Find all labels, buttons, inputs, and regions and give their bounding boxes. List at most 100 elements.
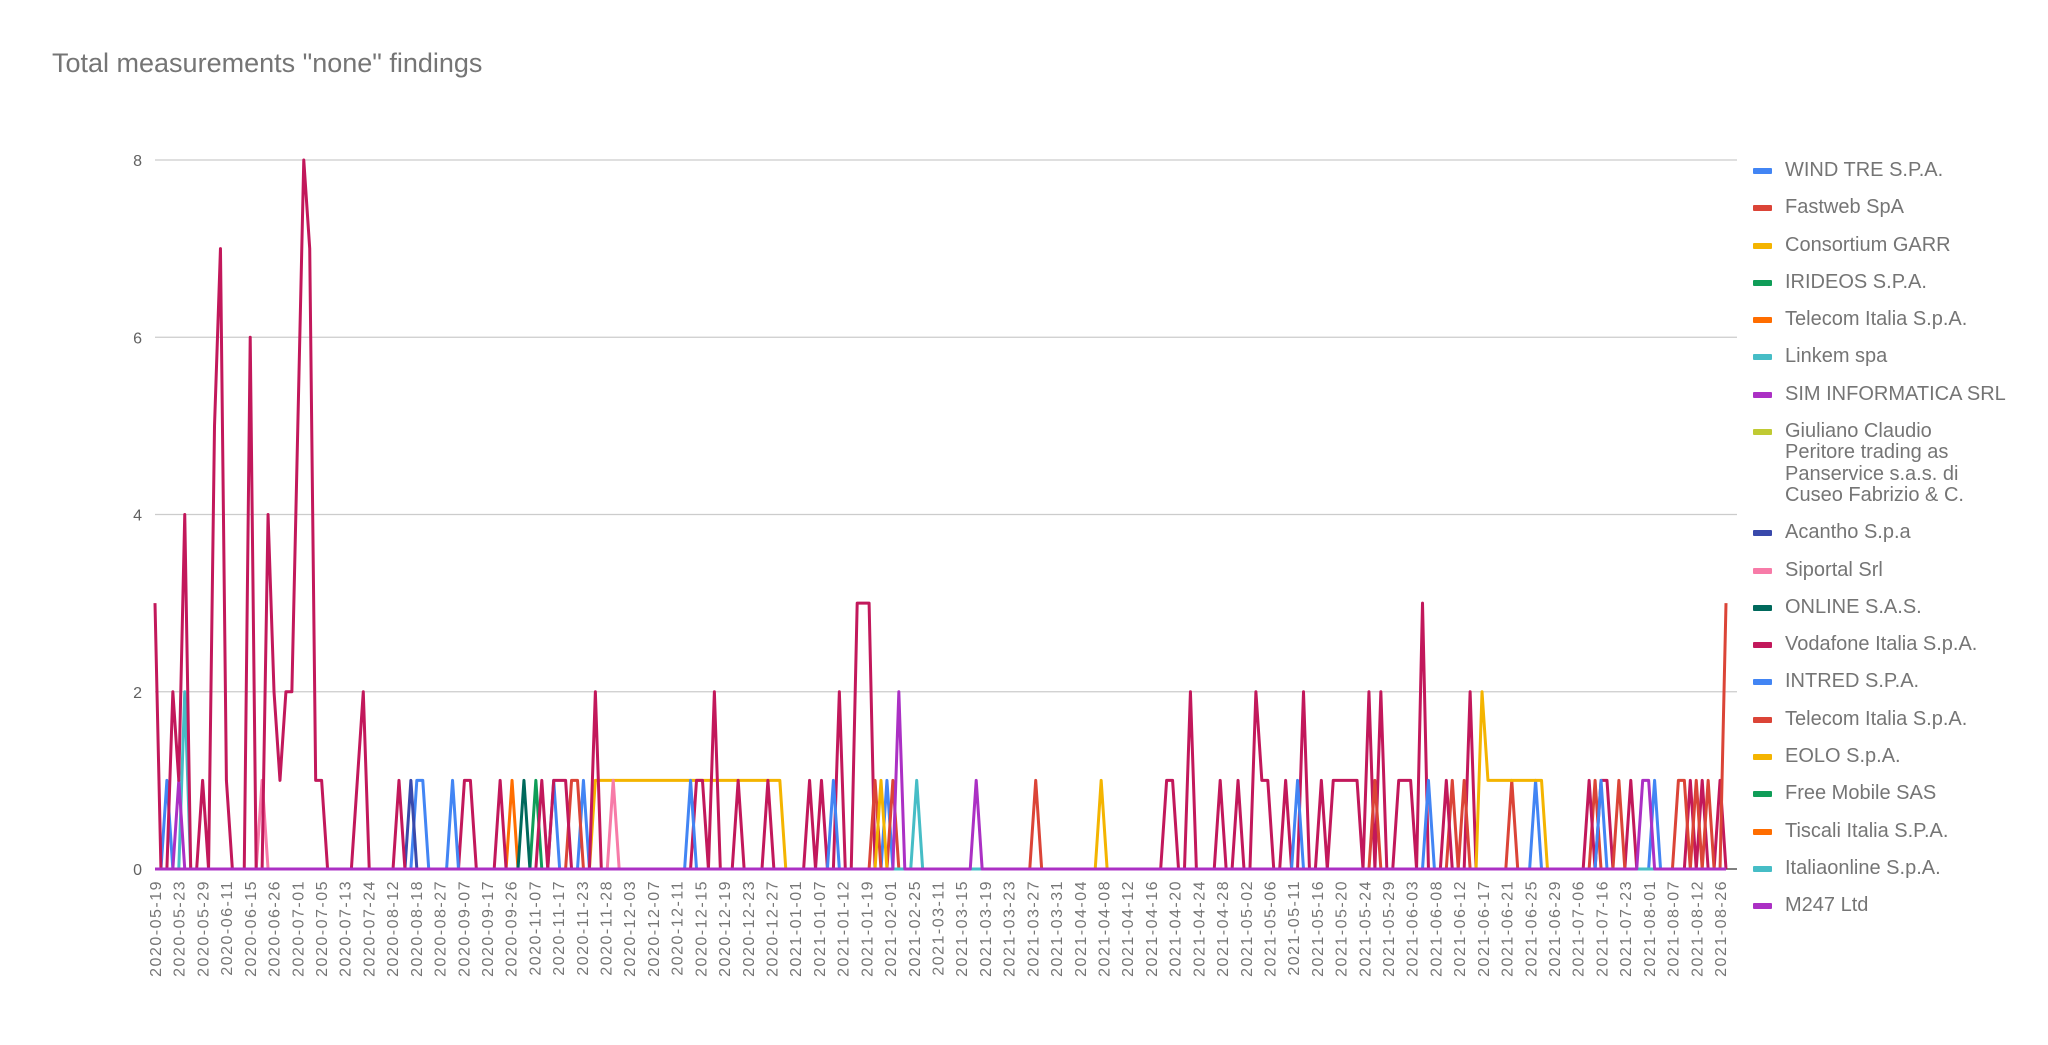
x-tick-label: 2021-03-19 — [978, 880, 995, 977]
series-line-4 — [155, 778, 1726, 871]
legend-item[interactable]: INTRED S.P.A. — [1753, 671, 2006, 692]
legend-label: Free Mobile SAS — [1785, 782, 1937, 805]
series-line-9 — [155, 778, 1726, 871]
x-tick-label: 2021-07-23 — [1618, 880, 1635, 977]
legend-item[interactable]: IRIDEOS S.P.A. — [1753, 270, 2006, 293]
x-tick-label: 2021-03-23 — [1002, 880, 1019, 977]
legend-item[interactable]: ONLINE S.A.S. — [1753, 596, 2006, 618]
x-tick-label: 2021-08-26 — [1713, 880, 1730, 977]
x-tick-label: 2021-02-01 — [883, 880, 900, 977]
x-tick-label: 2021-05-16 — [1310, 880, 1327, 977]
x-tick-label: 2020-12-19 — [717, 880, 734, 977]
legend-swatch-icon — [1753, 754, 1772, 761]
x-tick-label: 2020-09-07 — [456, 880, 473, 977]
x-axis-tick-labels: 2020-05-19 2020-05-23 2020-05-29 2020-06-11… — [148, 880, 1730, 977]
legend-item[interactable]: Telecom Italia S.p.A. — [1753, 308, 2006, 331]
x-tick-label: 2021-07-16 — [1594, 880, 1611, 977]
x-tick-label: 2021-05-24 — [1357, 880, 1374, 977]
x-tick-label: 2021-05-11 — [1286, 880, 1303, 976]
legend-label: Fastweb SpA — [1785, 196, 1904, 219]
x-tick-label: 2021-05-29 — [1381, 880, 1398, 977]
x-tick-label: 2020-05-23 — [172, 880, 189, 977]
x-tick-label: 2020-11-28 — [599, 880, 616, 976]
legend-item[interactable]: Free Mobile SAS — [1753, 783, 2006, 804]
series-line-14 — [155, 690, 1726, 871]
x-tick-label: 2021-03-27 — [1025, 880, 1042, 977]
legend-label: SIM INFORMATICA SRL — [1785, 382, 2006, 405]
x-tick-label: 2021-05-06 — [1262, 880, 1279, 977]
x-tick-label: 2021-03-11 — [931, 880, 948, 976]
x-tick-label: 2021-04-20 — [1168, 880, 1185, 977]
x-tick-label: 2020-06-26 — [267, 880, 284, 977]
series-line-2 — [155, 778, 1726, 871]
x-tick-label: 2020-08-12 — [385, 880, 402, 977]
x-tick-label: 2020-08-18 — [409, 880, 426, 977]
legend-label: Telecom Italia S.p.A. — [1785, 308, 1968, 331]
x-tick-label: 2020-12-07 — [646, 880, 663, 977]
series-line-0 — [155, 778, 1726, 871]
x-tick-label: 2020-09-26 — [504, 880, 521, 977]
x-tick-label: 2021-08-07 — [1666, 880, 1683, 977]
x-tick-label: 2021-07-06 — [1571, 880, 1588, 977]
x-tick-label: 2020-11-07 — [527, 880, 544, 976]
legend-swatch-icon — [1753, 604, 1772, 611]
x-tick-label: 2021-01-07 — [812, 880, 829, 977]
y-tick-label: 2 — [133, 685, 142, 702]
x-tick-label: 2021-04-08 — [1096, 880, 1113, 977]
gridlines — [155, 159, 1737, 870]
legend-item[interactable]: Telecom Italia S.p.A. — [1753, 707, 2006, 730]
series-line-12 — [155, 778, 1726, 871]
legend-item[interactable]: Consortium GARR — [1753, 233, 2006, 256]
y-tick-label: 8 — [133, 153, 142, 170]
series-line-8 — [155, 778, 1726, 871]
series-lines — [153, 158, 1728, 871]
legend-item[interactable]: Linkem spa — [1753, 346, 2006, 367]
series-line-18 — [155, 690, 1726, 871]
series-line-13 — [155, 603, 1728, 871]
x-tick-label: 2021-06-12 — [1452, 880, 1469, 977]
x-tick-label: 2020-11-17 — [551, 880, 568, 976]
x-tick-label: 2021-04-24 — [1191, 880, 1208, 977]
legend-item[interactable]: EOLO S.p.A. — [1753, 745, 2006, 767]
y-axis-tick-labels: 0 2 4 6 8 — [133, 153, 142, 879]
x-tick-label: 2021-04-04 — [1073, 880, 1090, 977]
series-line-10 — [155, 778, 1726, 871]
legend-swatch-icon — [1753, 391, 1772, 398]
legend-label: Telecom Italia S.p.A. — [1785, 707, 1968, 730]
x-tick-label: 2021-06-08 — [1428, 880, 1445, 977]
x-tick-label: 2020-12-03 — [622, 880, 639, 977]
legend-item[interactable]: Giuliano Claudio Peritore trading as Pan… — [1753, 420, 2006, 506]
legend-label: IRIDEOS S.P.A. — [1785, 270, 1927, 293]
x-tick-label: 2021-06-29 — [1547, 880, 1564, 977]
x-tick-label: 2020-06-11 — [219, 880, 236, 976]
x-tick-label: 2020-05-29 — [195, 880, 212, 977]
x-tick-label: 2020-07-13 — [338, 880, 355, 977]
x-tick-label: 2021-08-01 — [1642, 880, 1659, 977]
x-tick-label: 2021-02-25 — [907, 880, 924, 977]
legend-swatch-icon — [1753, 567, 1772, 574]
legend-swatch-icon — [1753, 168, 1772, 174]
legend-label: Consortium GARR — [1785, 233, 1951, 256]
y-tick-label: 0 — [133, 862, 142, 879]
legend-item[interactable]: Tiscali Italia S.P.A. — [1753, 820, 2006, 842]
legend-item[interactable]: Acantho S.p.a — [1753, 521, 2006, 543]
series-line-1 — [155, 778, 1726, 871]
legend-swatch-icon — [1753, 530, 1772, 537]
legend-item[interactable]: M247 Ltd — [1753, 894, 2006, 916]
legend-item[interactable]: Siportal Srl — [1753, 559, 2006, 581]
legend-label: Linkem spa — [1785, 345, 1888, 368]
legend-item[interactable]: Vodafone Italia S.p.A. — [1753, 633, 2006, 655]
legend-swatch-icon — [1753, 429, 1772, 436]
legend-label: INTRED S.P.A. — [1785, 670, 1920, 693]
x-tick-label: 2021-01-01 — [788, 880, 805, 977]
x-tick-label: 2021-05-20 — [1334, 880, 1351, 977]
legend-item[interactable]: Italiaonline S.p.A. — [1753, 856, 2006, 879]
legend: WIND TRE S.P.A. Fastweb SpA Consortium GAR… — [1753, 159, 2006, 933]
legend-item[interactable]: Fastweb SpA — [1753, 196, 2006, 219]
x-tick-label: 2021-01-12 — [836, 880, 853, 977]
legend-item[interactable]: WIND TRE S.P.A. — [1753, 159, 2006, 181]
legend-item[interactable]: SIM INFORMATICA SRL — [1753, 382, 2006, 405]
legend-label: Italiaonline S.p.A. — [1785, 856, 1941, 879]
x-tick-label: 2021-05-02 — [1239, 880, 1256, 977]
